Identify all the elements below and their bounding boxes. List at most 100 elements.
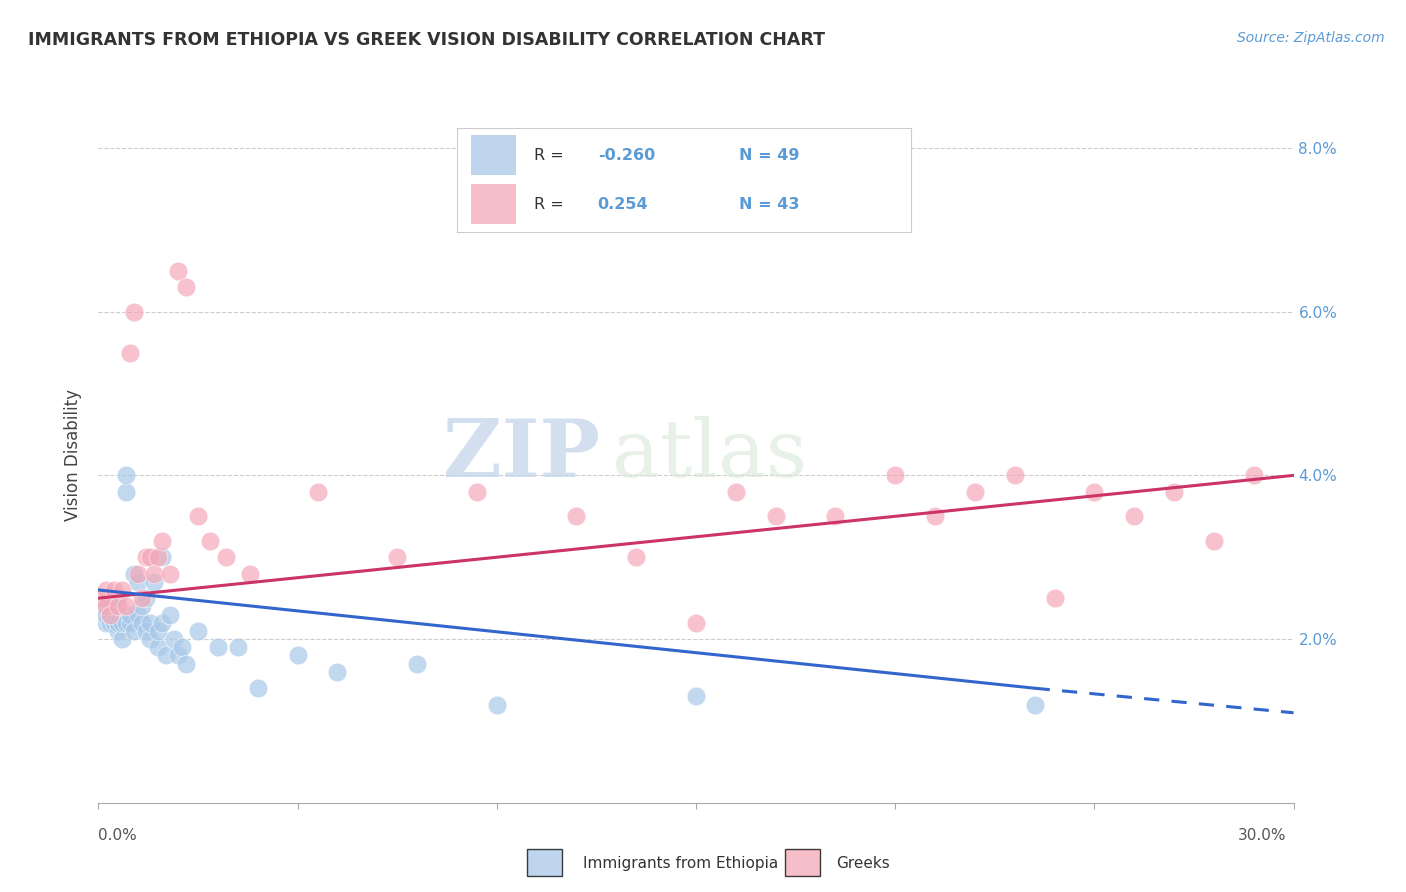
Point [100, 607, 122, 622]
Point [963, 484, 986, 499]
Point [131, 591, 153, 606]
Point [103, 599, 125, 614]
Point [1163, 484, 1185, 499]
Point [107, 624, 129, 638]
Point [139, 632, 162, 646]
Point [174, 280, 197, 294]
Point [124, 304, 146, 318]
Point [167, 264, 190, 278]
Point [465, 484, 488, 499]
Point [124, 624, 146, 638]
Point [120, 607, 142, 622]
Point [120, 345, 142, 359]
Point [100, 615, 122, 630]
Point [135, 591, 157, 606]
Point [246, 681, 269, 696]
Point [685, 615, 707, 630]
Y-axis label: Vision Disability: Vision Disability [65, 389, 83, 521]
Point [1202, 533, 1225, 548]
Point [111, 615, 134, 630]
Point [91, 591, 114, 606]
Point [187, 509, 209, 524]
Point [307, 484, 329, 499]
Point [1024, 698, 1046, 712]
Text: 0.0%: 0.0% [98, 828, 138, 843]
Point [127, 566, 149, 581]
Point [148, 550, 170, 565]
Point [124, 566, 146, 581]
Point [139, 615, 162, 630]
Point [135, 550, 157, 565]
Point [159, 607, 181, 622]
Text: ZIP: ZIP [443, 416, 600, 494]
Text: IMMIGRANTS FROM ETHIOPIA VS GREEK VISION DISABILITY CORRELATION CHART: IMMIGRANTS FROM ETHIOPIA VS GREEK VISION… [28, 31, 825, 49]
Point [626, 550, 648, 565]
Point [174, 657, 197, 671]
Point [148, 624, 170, 638]
Point [159, 566, 181, 581]
Point [187, 624, 209, 638]
Point [924, 509, 946, 524]
Point [150, 550, 173, 565]
Point [167, 648, 190, 663]
Point [724, 484, 747, 499]
Point [120, 615, 142, 630]
Text: Immigrants from Ethiopia: Immigrants from Ethiopia [583, 856, 779, 871]
Point [1043, 591, 1066, 606]
Text: 30.0%: 30.0% [1239, 828, 1286, 843]
Point [239, 566, 262, 581]
Point [1123, 509, 1146, 524]
Point [131, 599, 153, 614]
Point [143, 574, 166, 589]
Point [884, 468, 907, 483]
Text: Greeks: Greeks [837, 856, 890, 871]
Point [96, 615, 118, 630]
Point [565, 509, 588, 524]
Point [406, 657, 429, 671]
Point [148, 640, 170, 655]
Point [139, 550, 162, 565]
Point [107, 599, 129, 614]
Point [163, 632, 186, 646]
Point [115, 615, 138, 630]
Point [287, 648, 309, 663]
Point [1083, 484, 1105, 499]
Point [198, 533, 221, 548]
Point [215, 550, 238, 565]
Point [127, 574, 149, 589]
Point [107, 615, 129, 630]
Point [96, 599, 118, 614]
Point [326, 665, 349, 679]
Point [1004, 468, 1026, 483]
Point [207, 640, 229, 655]
Point [226, 640, 249, 655]
Point [150, 615, 173, 630]
Point [115, 484, 138, 499]
Point [127, 607, 149, 622]
Point [1243, 468, 1265, 483]
Point [115, 599, 138, 614]
Point [96, 607, 118, 622]
Point [172, 640, 194, 655]
Point [385, 550, 409, 565]
Text: atlas: atlas [613, 416, 807, 494]
Point [107, 591, 129, 606]
Point [765, 509, 787, 524]
Point [103, 582, 125, 597]
Point [115, 468, 138, 483]
Point [91, 599, 114, 614]
Point [100, 607, 122, 622]
Point [103, 615, 125, 630]
Text: Source: ZipAtlas.com: Source: ZipAtlas.com [1237, 31, 1385, 45]
Point [111, 632, 134, 646]
Point [150, 533, 173, 548]
Point [131, 615, 153, 630]
Point [111, 582, 134, 597]
Point [100, 599, 122, 614]
Point [96, 582, 118, 597]
Point [485, 698, 508, 712]
Point [143, 566, 166, 581]
Point [135, 624, 157, 638]
Point [155, 648, 177, 663]
Point [824, 509, 846, 524]
